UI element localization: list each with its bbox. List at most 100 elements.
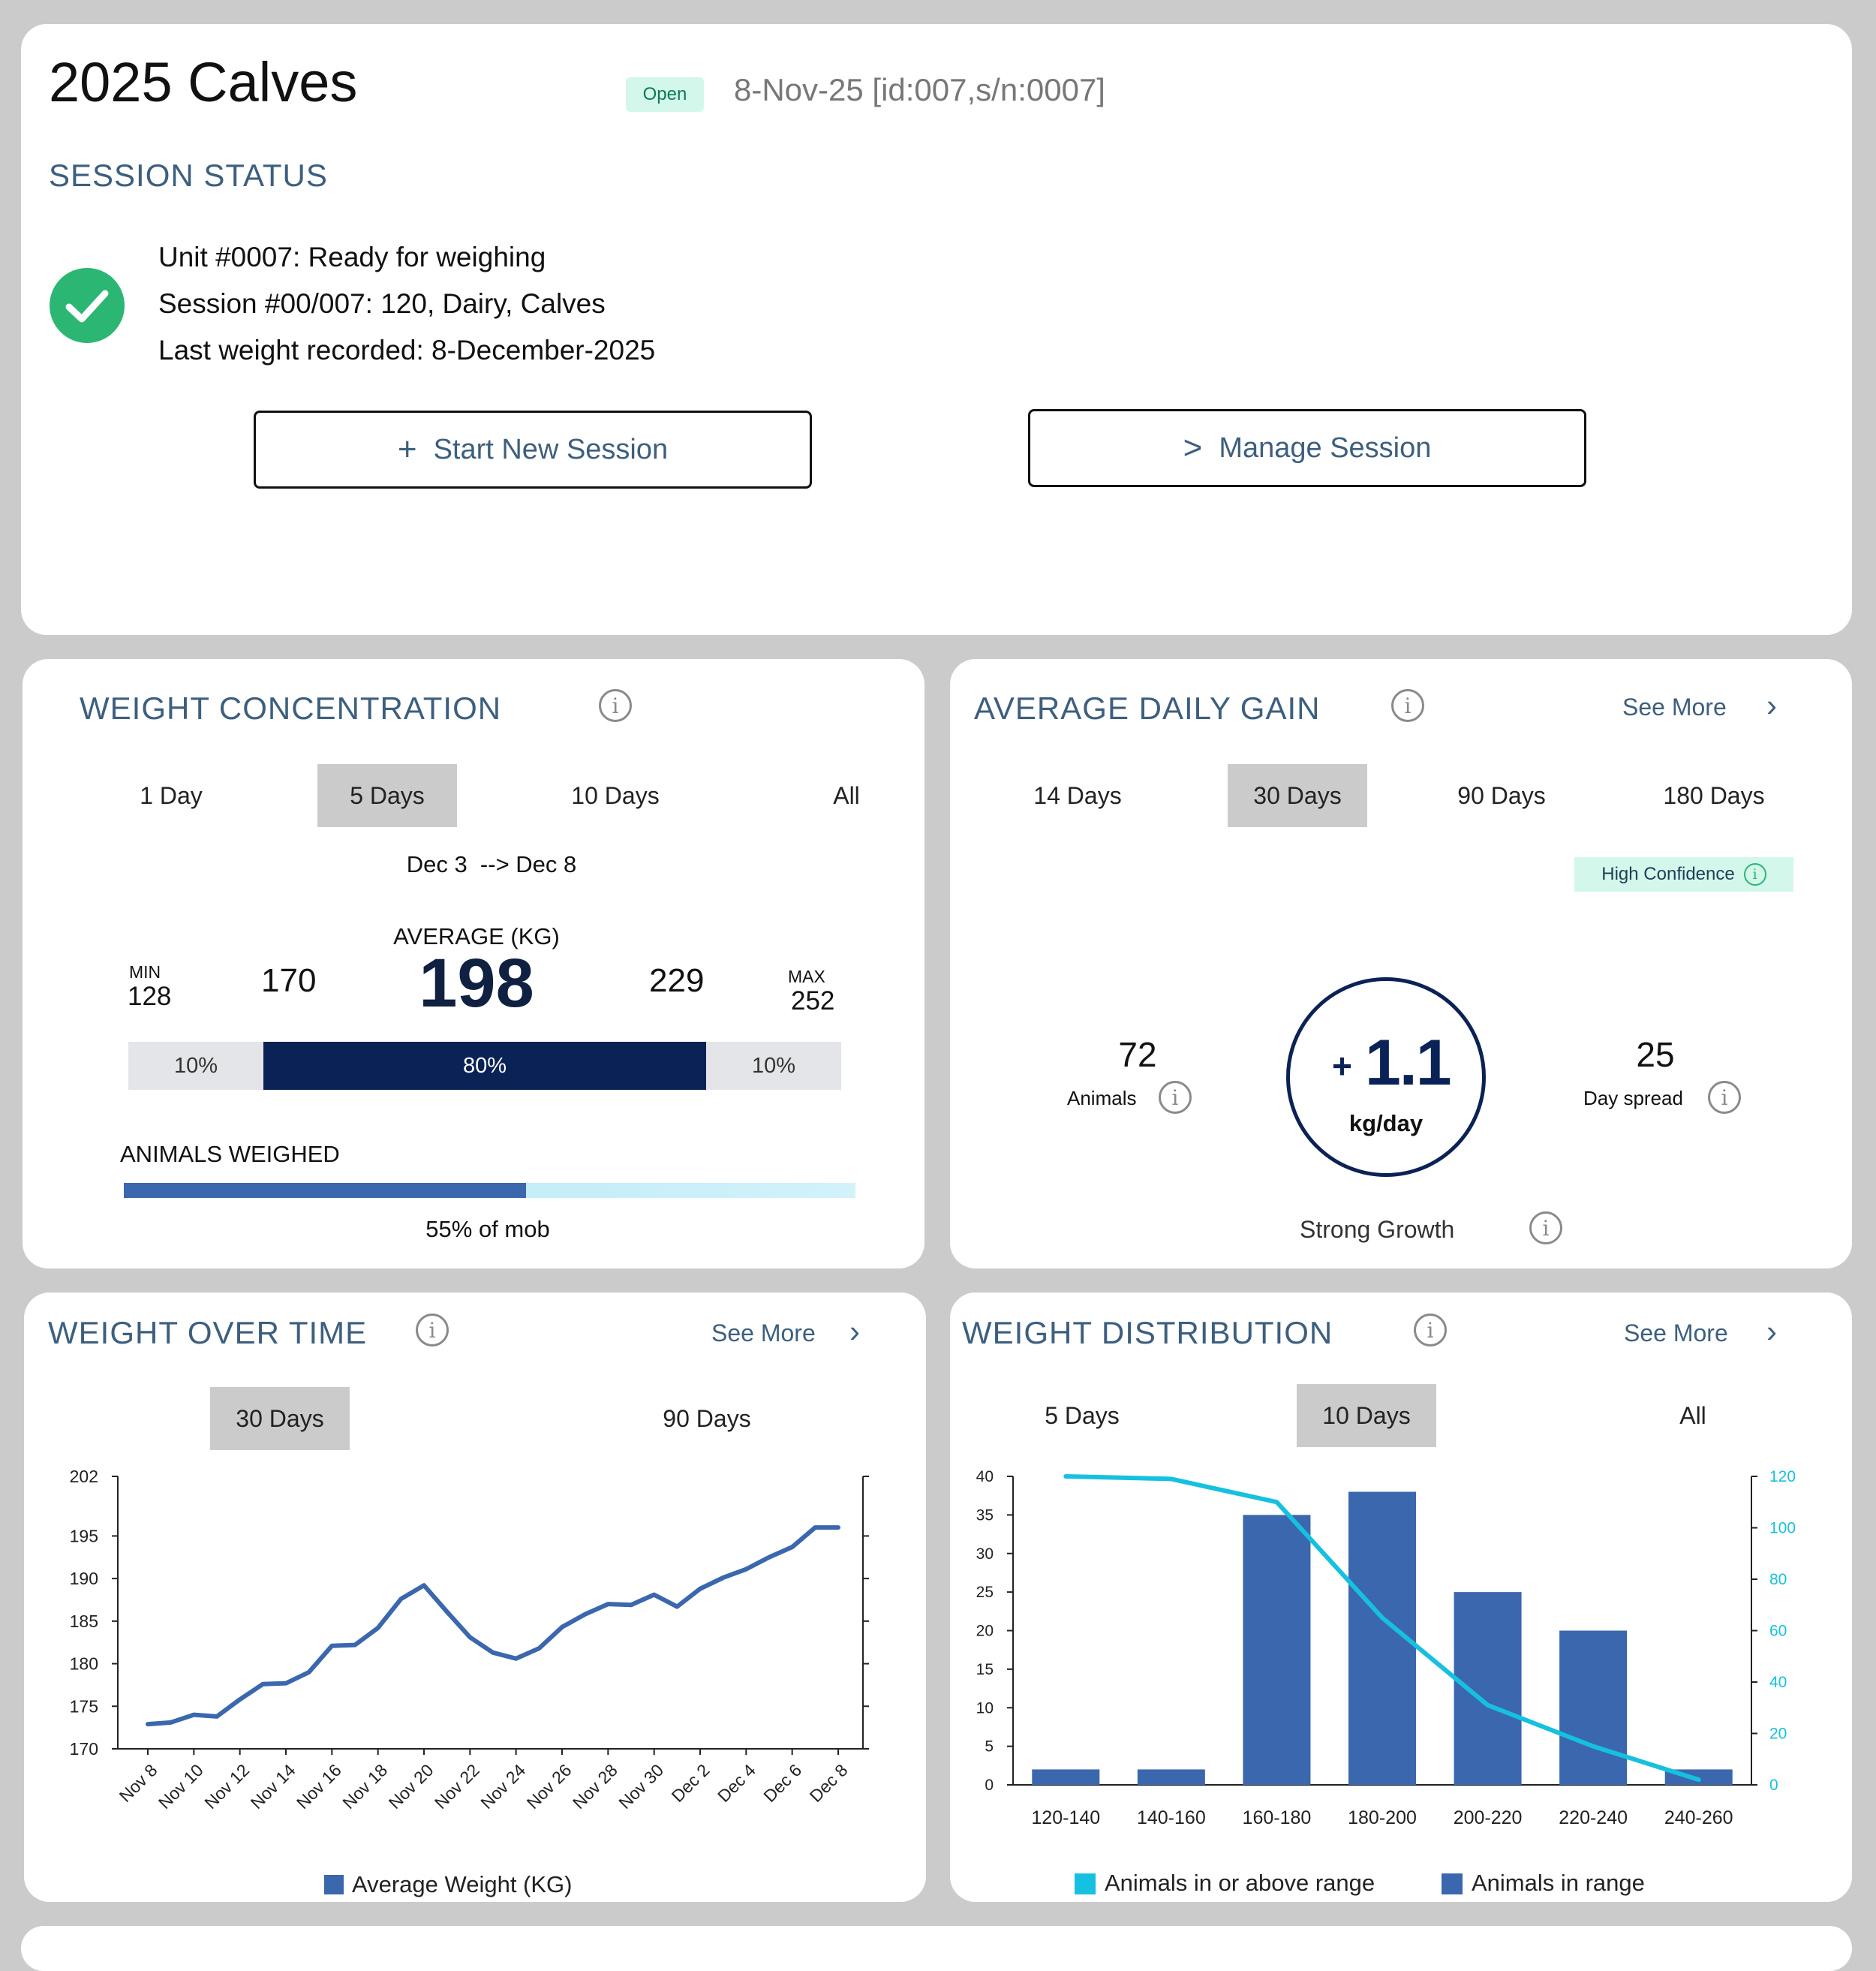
y-tick-label: 190 — [70, 1569, 98, 1588]
daily-gain-value: 1.1 — [1365, 1027, 1452, 1099]
x-tick-label: Nov 22 — [431, 1760, 483, 1813]
animals-weighed-bar — [124, 1183, 855, 1198]
session-meta: 8-Nov-25 [id:007,s/n:0007] — [734, 72, 1105, 107]
y-tick-label: 20 — [976, 1623, 994, 1640]
chevron-right-icon[interactable]: › — [849, 1313, 860, 1349]
chevron-right-icon: > — [1183, 429, 1203, 466]
tab-90-days[interactable]: 90 Days — [663, 1404, 751, 1432]
confidence-label: High Confidence — [1601, 864, 1735, 884]
min-value: 128 — [128, 982, 172, 1011]
y-tick-label: 5 — [985, 1738, 994, 1756]
x-tick-label: Nov 10 — [155, 1760, 207, 1813]
max-label: MAX — [788, 967, 825, 986]
x-tick-label: Nov 16 — [293, 1760, 345, 1813]
x-tick-label: Nov 20 — [385, 1760, 437, 1813]
x-tick-label: 220-240 — [1559, 1807, 1628, 1828]
chevron-right-icon[interactable]: › — [1766, 1313, 1777, 1349]
tab-30-days[interactable]: 30 Days — [1228, 764, 1367, 827]
legend-label-animals-in-range: Animals in range — [1472, 1870, 1645, 1896]
check-icon — [50, 268, 125, 343]
daily-gain-circle: + 1.1 kg/day — [1286, 977, 1486, 1177]
tab-10-days[interactable]: 10 Days — [1297, 1384, 1436, 1447]
weight-distribution-title: WEIGHT DISTRIBUTION — [962, 1315, 1333, 1350]
average-value: 198 — [419, 945, 534, 1022]
point-animals-in-or-above — [1381, 1617, 1383, 1619]
weight-concentration-card: WEIGHT CONCENTRATION i 1 Day 5 Days 10 D… — [23, 659, 924, 1268]
info-icon[interactable]: i — [1743, 863, 1766, 886]
tab-30-days[interactable]: 30 Days — [210, 1387, 350, 1450]
legend-swatch-animals-in-range — [1442, 1873, 1463, 1894]
bar-segment-high: 10% — [706, 1042, 841, 1090]
y2-tick-label: 40 — [1769, 1674, 1787, 1691]
y2-tick-label: 20 — [1769, 1726, 1787, 1743]
weight-concentration-title: WEIGHT CONCENTRATION — [80, 691, 502, 726]
animals-weighed-percent: 55% of mob — [425, 1216, 550, 1242]
weight-over-time-card: WEIGHT OVER TIME i See More › 30 Days 90… — [24, 1292, 926, 1902]
tab-all[interactable]: All — [833, 781, 860, 809]
see-more-link[interactable]: See More — [1624, 1320, 1728, 1347]
tab-5-days[interactable]: 5 Days — [1045, 1401, 1120, 1429]
info-icon[interactable]: i — [1708, 1081, 1741, 1114]
gain-sign: + — [1332, 1046, 1352, 1085]
page-title: 2025 Calves — [49, 51, 358, 113]
info-icon[interactable]: i — [416, 1313, 449, 1347]
manage-session-label: Manage Session — [1219, 432, 1432, 464]
y2-tick-label: 100 — [1769, 1520, 1796, 1537]
tab-all[interactable]: All — [1679, 1401, 1706, 1429]
animals-weighed-label: ANIMALS WEIGHED — [120, 1141, 340, 1167]
session-card: 2025 Calves Open 8-Nov-25 [id:007,s/n:00… — [21, 24, 1852, 635]
tab-10-days[interactable]: 10 Days — [571, 781, 660, 809]
chevron-right-icon[interactable]: › — [1766, 688, 1777, 723]
info-icon[interactable]: i — [1529, 1211, 1562, 1244]
tab-5-days[interactable]: 5 Days — [317, 764, 457, 827]
weight-distribution-card: WEIGHT DISTRIBUTION i See More › 5 Days … — [950, 1292, 1852, 1902]
status-line-unit: Unit #0007: Ready for weighing — [158, 242, 546, 272]
y-tick-label: 202 — [70, 1467, 98, 1486]
x-tick-label: Dec 8 — [806, 1760, 852, 1806]
info-icon[interactable]: i — [599, 689, 632, 722]
y-tick-label: 25 — [976, 1584, 994, 1601]
tab-1-day[interactable]: 1 Day — [140, 781, 203, 809]
session-status-heading: SESSION STATUS — [49, 158, 328, 193]
daily-gain-unit: kg/day — [1348, 1110, 1424, 1136]
tab-90-days[interactable]: 90 Days — [1457, 781, 1546, 809]
manage-session-button[interactable]: > Manage Session — [1028, 409, 1586, 487]
tab-180-days[interactable]: 180 Days — [1663, 781, 1765, 809]
x-tick-label: 160-180 — [1243, 1807, 1312, 1828]
x-tick-label: 200-220 — [1454, 1807, 1523, 1828]
y-tick-label: 185 — [70, 1611, 98, 1631]
x-tick-label: Nov 14 — [247, 1760, 299, 1813]
bar-segment-mid: 80% — [263, 1042, 706, 1090]
animals-count: 72 — [1118, 1035, 1157, 1074]
y-tick-label: 180 — [70, 1654, 98, 1674]
point-animals-in-or-above — [1276, 1501, 1278, 1503]
y-tick-label: 30 — [976, 1545, 994, 1563]
bar-animals-in-range — [1032, 1769, 1100, 1785]
x-tick-label: 240-260 — [1664, 1807, 1733, 1828]
status-line-session: Session #00/007: 120, Dairy, Calves — [158, 288, 606, 319]
status-badge: Open — [626, 77, 704, 112]
x-tick-label: 140-160 — [1137, 1807, 1206, 1828]
max-value: 252 — [791, 986, 835, 1016]
point-animals-in-or-above — [1065, 1476, 1067, 1477]
see-more-link[interactable]: See More — [711, 1320, 816, 1347]
legend-swatch-animals-in-or-above — [1075, 1873, 1096, 1894]
concentration-bar: 10% 80% 10% — [128, 1042, 841, 1090]
y-tick-label: 10 — [976, 1699, 994, 1717]
info-icon[interactable]: i — [1391, 689, 1424, 722]
info-icon[interactable]: i — [1414, 1313, 1447, 1347]
animals-weighed-fill — [124, 1183, 527, 1198]
y2-tick-label: 80 — [1769, 1571, 1787, 1588]
see-more-link[interactable]: See More — [1622, 694, 1727, 721]
legend-label-animals-in-or-above: Animals in or above range — [1105, 1870, 1375, 1896]
next-card-edge — [21, 1926, 1852, 1971]
y-tick-label: 40 — [976, 1468, 994, 1485]
start-new-session-button[interactable]: + Start New Session — [254, 411, 812, 489]
low-band-value: 170 — [261, 962, 317, 999]
x-tick-label: Dec 6 — [759, 1760, 805, 1806]
tab-14-days[interactable]: 14 Days — [1033, 781, 1122, 809]
info-icon[interactable]: i — [1159, 1081, 1192, 1114]
point-animals-in-or-above — [1487, 1704, 1489, 1706]
average-daily-gain-title: AVERAGE DAILY GAIN — [974, 691, 1321, 726]
x-tick-label: Nov 30 — [615, 1760, 667, 1813]
